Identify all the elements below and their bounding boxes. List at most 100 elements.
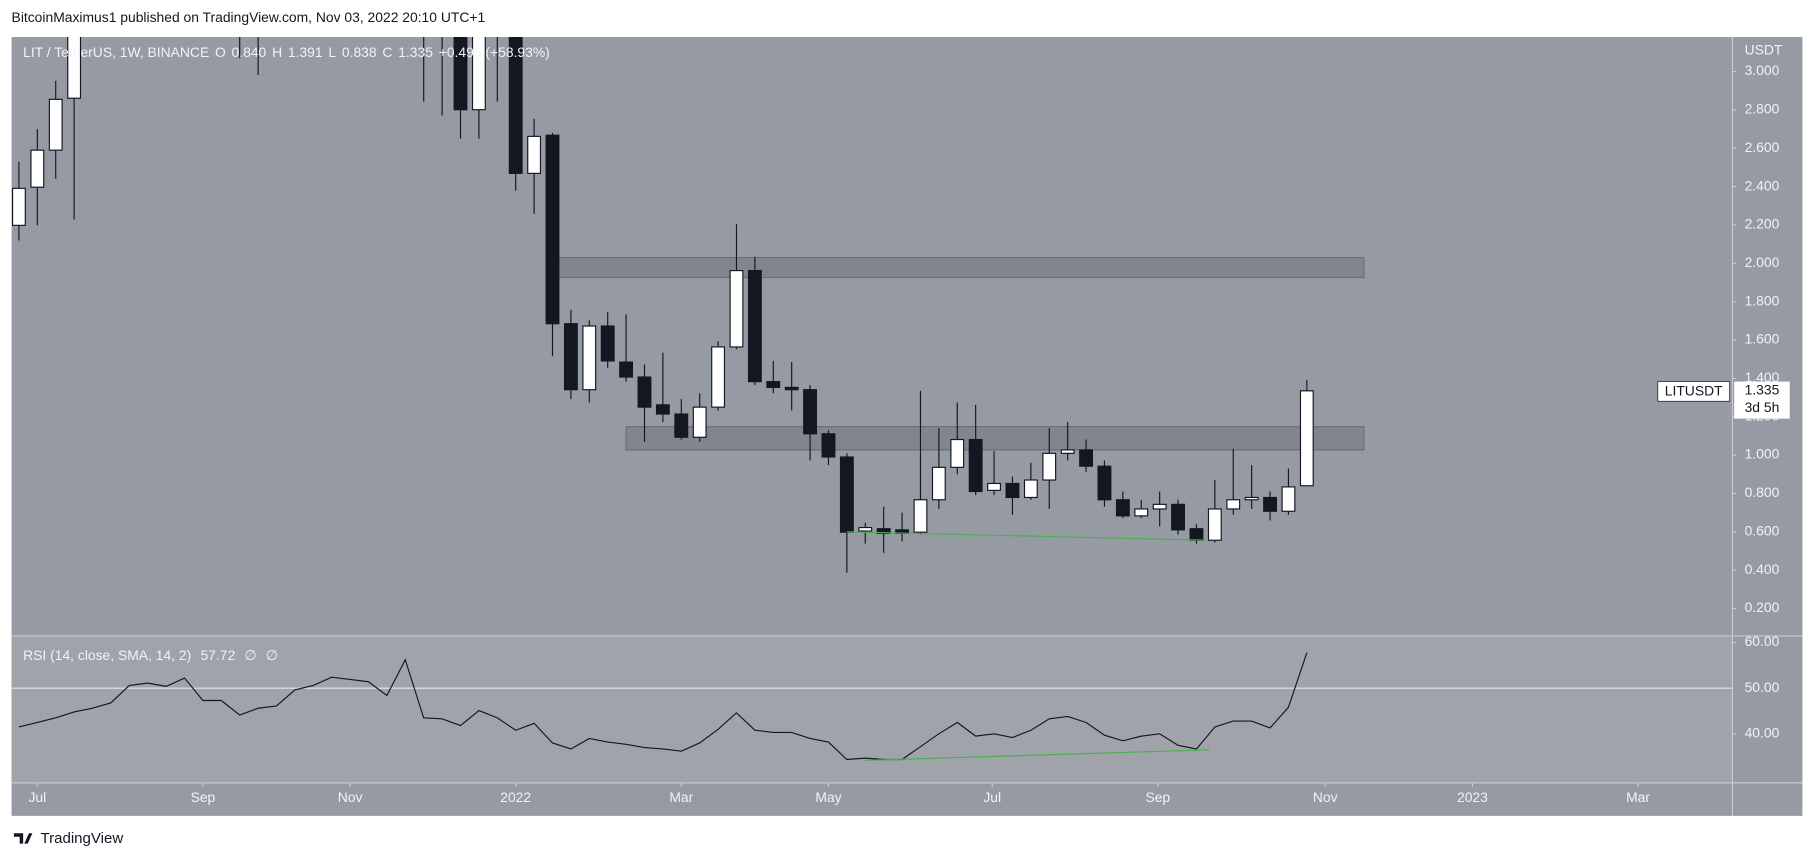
ohlc-key: L	[328, 44, 336, 60]
ohlc-key: C	[382, 44, 392, 60]
candle-body	[67, 37, 82, 99]
price-tag-countdown: 3d 5h	[1745, 399, 1780, 415]
y-tick-label: 3.000	[1745, 62, 1780, 78]
candle-body	[637, 376, 652, 408]
candle-body	[11, 187, 26, 226]
overlay: 0.2000.4000.6000.8001.0001.2001.4001.600…	[23, 42, 1790, 805]
x-tick-label: Nov	[338, 789, 363, 805]
y-tick-label: 2.800	[1745, 101, 1780, 117]
rsi-extra: ∅	[244, 647, 256, 663]
candle-body	[1281, 486, 1296, 512]
candle-body	[655, 404, 670, 415]
candle-body	[471, 37, 486, 111]
candle-body	[527, 135, 542, 174]
y-tick-label: 1.400	[1745, 369, 1780, 385]
rsi-tick-label: 40.00	[1745, 725, 1780, 741]
candle-body	[674, 413, 689, 438]
price-pane	[11, 37, 1365, 573]
y-tick-label: 0.800	[1745, 484, 1780, 500]
candle-body	[950, 438, 965, 468]
candle-body	[1207, 508, 1222, 541]
rsi-value: 57.72	[200, 647, 235, 663]
candle-body	[563, 323, 578, 391]
y-tick-label: 1.000	[1745, 446, 1780, 462]
y-tick-label: 2.200	[1745, 216, 1780, 232]
published-note: BitcoinMaximus1 published on TradingView…	[12, 9, 486, 25]
y-tick-label: 2.400	[1745, 177, 1780, 193]
rsi-title: RSI (14, close, SMA, 14, 2)	[23, 647, 191, 663]
ohlc-key: O	[215, 44, 226, 60]
change-label: +0.495 (+58.93%)	[439, 44, 550, 60]
candle-body	[747, 270, 762, 383]
candle-body	[1226, 499, 1241, 510]
x-tick-label: 2022	[500, 789, 531, 805]
zone	[557, 256, 1365, 279]
candle-body	[1115, 499, 1130, 517]
trendline	[865, 749, 1210, 761]
candle-body	[1134, 508, 1149, 517]
candle-body	[876, 528, 891, 534]
candle-body	[858, 526, 873, 532]
candle-body	[784, 386, 799, 391]
candle-body	[803, 389, 818, 435]
rsi-tick-label: 60.00	[1745, 633, 1780, 649]
candle-body	[1263, 496, 1277, 512]
y-tick-label: 2.600	[1745, 139, 1780, 155]
x-tick-label: Sep	[191, 789, 216, 805]
candle-body	[821, 433, 836, 458]
candle-body	[766, 381, 781, 388]
price-tag-value: 1.335	[1745, 382, 1780, 398]
price-tag-box	[1734, 381, 1790, 419]
y-tick-label: 1.800	[1745, 292, 1780, 308]
candle-body	[1005, 482, 1020, 499]
symbol-title: LIT / TetherUS, 1W, BINANCE	[23, 44, 209, 60]
candle-body	[1023, 479, 1038, 499]
price-tag-symbol-box	[1657, 381, 1730, 402]
candle-body	[968, 438, 983, 493]
candle-body	[692, 406, 707, 438]
candle-body	[545, 134, 560, 325]
zone	[625, 426, 1365, 451]
ohlc-key: H	[272, 44, 282, 60]
x-tick-label: Mar	[669, 789, 693, 805]
y-tick-label: 0.200	[1745, 599, 1780, 615]
candle-body	[1042, 452, 1057, 481]
ohlc-value: 1.391	[288, 44, 323, 60]
footer-brand: TradingView	[40, 830, 123, 847]
candle-body	[1189, 528, 1204, 541]
candle-body	[729, 270, 744, 348]
y-tick-label: 0.600	[1745, 522, 1780, 538]
candle-body	[1299, 390, 1314, 487]
candle-body	[453, 37, 468, 111]
candle-body	[619, 361, 634, 378]
ohlc-value: 1.335	[398, 44, 433, 60]
y-tick-label: 0.400	[1745, 561, 1780, 577]
rsi-pane	[11, 636, 1732, 783]
candle-body	[1079, 449, 1094, 467]
candle-body	[48, 98, 63, 151]
rsi-line	[18, 652, 1308, 761]
candle-body	[1152, 503, 1167, 510]
candle-body	[600, 325, 615, 362]
candle-body	[711, 346, 726, 408]
y-tick-label: 1.600	[1745, 331, 1780, 347]
candle-body	[582, 325, 597, 391]
candle-body	[30, 149, 45, 188]
candle-body	[931, 466, 946, 501]
ohlc-value: 0.838	[342, 44, 377, 60]
x-tick-label: Mar	[1626, 789, 1650, 805]
rsi-tick-label: 50.00	[1745, 679, 1780, 695]
candle-body	[1097, 465, 1112, 501]
candle-body	[1060, 449, 1075, 454]
x-tick-label: Sep	[1145, 789, 1170, 805]
x-tick-label: Jul	[28, 789, 46, 805]
y-tick-label: 2.000	[1745, 254, 1780, 270]
x-tick-label: 2023	[1457, 789, 1488, 805]
rsi-plot	[11, 652, 1732, 761]
candle-body	[913, 499, 928, 533]
y-axis-label: USDT	[1745, 42, 1783, 58]
x-tick-label: May	[815, 789, 841, 805]
rsi-extra: ∅	[266, 647, 278, 663]
